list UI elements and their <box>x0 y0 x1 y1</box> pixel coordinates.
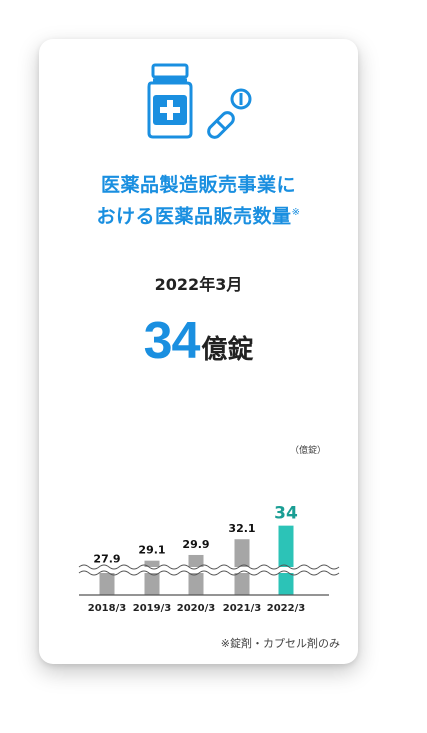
headline-value: 34 <box>143 312 201 370</box>
medicine-bottle-icon <box>147 63 252 139</box>
axis-break-line-top <box>78 564 340 570</box>
bar-value-label: 32.1 <box>228 522 255 535</box>
axis-break-band <box>79 567 329 573</box>
medicine-icons <box>139 61 259 141</box>
bar-value-label: 34 <box>274 504 298 524</box>
capsule-icon <box>207 111 235 139</box>
headline-unit: 億錠 <box>201 335 254 365</box>
info-card: 医薬品製造販売事業に おける医薬品販売数量※ 2022年3月 34億錠 （億錠）… <box>39 39 358 664</box>
axis-break-line-bottom <box>78 570 340 576</box>
heading-line-1: 医薬品製造販売事業に <box>100 174 296 196</box>
heading: 医薬品製造販売事業に おける医薬品販売数量※ <box>39 171 358 230</box>
heading-note-mark: ※ <box>291 207 301 218</box>
headline-figure: 34億錠 <box>39 311 358 371</box>
x-tick-label: 2019/3 <box>133 603 171 614</box>
bar-value-label: 29.9 <box>182 538 209 551</box>
bar-2018/3 <box>99 569 115 595</box>
footnote: ※錠剤・カプセル剤のみ <box>220 637 340 650</box>
bar-2022/3 <box>278 525 294 595</box>
x-tick-label: 2018/3 <box>88 603 126 614</box>
heading-line-2-text: ける医薬品販売数量 <box>116 205 292 228</box>
date-label: 2022年3月 <box>154 275 243 294</box>
heading-line-2: おける医薬品販売数量※ <box>39 199 358 230</box>
tablet-icon <box>230 88 252 110</box>
x-tick-label: 2020/3 <box>177 603 215 614</box>
bar-chart: （億錠） 27.9 2018/3 29.1 2019/3 29.9 2020/3 32.1 20… <box>78 444 340 614</box>
bar-value-label: 29.1 <box>138 544 165 557</box>
chart-unit-label: （億錠） <box>290 444 326 456</box>
x-tick-label: 2022/3 <box>267 603 305 614</box>
bar-value-label: 27.9 <box>93 552 120 565</box>
x-tick-label: 2021/3 <box>223 603 261 614</box>
heading-line-2-prefix: お <box>96 205 117 228</box>
